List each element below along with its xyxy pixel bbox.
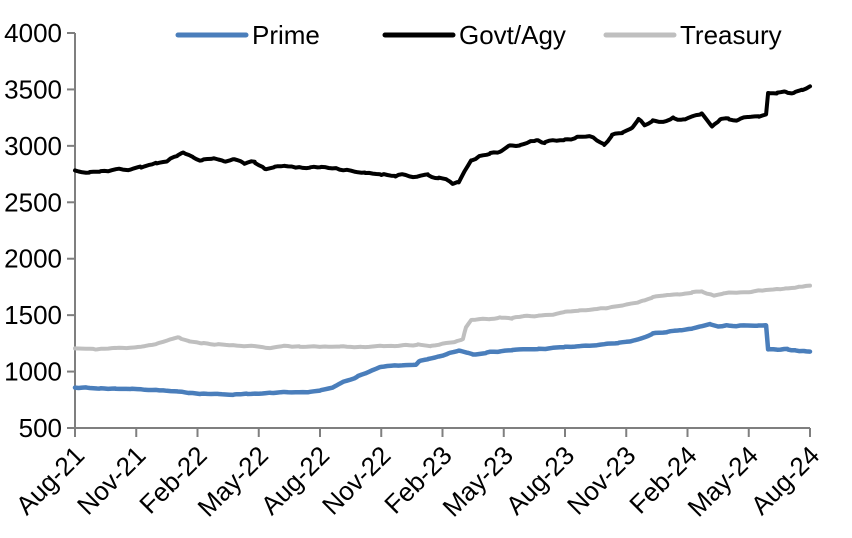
legend-label-govt-agy: Govt/Agy [459, 20, 566, 50]
series-line-prime [72, 321, 813, 398]
legend-item-treasury: Treasury [603, 20, 782, 50]
x-tick-label-aug-21: Aug-21 [10, 440, 90, 520]
x-tick-label-aug-23: Aug-23 [500, 440, 580, 520]
y-tick-label-1500: 1500 [4, 300, 62, 330]
legend-label-prime: Prime [252, 20, 320, 50]
series-line-treasury [73, 283, 812, 352]
legend-item-prime: Prime [175, 20, 320, 50]
x-tick-label-nov-22: Nov-22 [316, 440, 396, 520]
x-tick-label-nov-21: Nov-21 [71, 440, 151, 520]
y-tick-label-2000: 2000 [4, 244, 62, 274]
x-tick-label-aug-22: Aug-22 [255, 440, 335, 520]
legend-item-govt-agy: Govt/Agy [382, 20, 566, 50]
y-tick-label-3500: 3500 [4, 74, 62, 104]
y-tick-label-1000: 1000 [4, 357, 62, 387]
x-tick-label-aug-24: Aug-24 [745, 440, 825, 520]
y-tick-label-2500: 2500 [4, 187, 62, 217]
legend-label-treasury: Treasury [680, 20, 782, 50]
x-tick-label-nov-23: Nov-23 [561, 440, 641, 520]
series-line-govt-agy [73, 84, 812, 186]
y-tick-label-500: 500 [19, 413, 62, 443]
y-tick-label-4000: 4000 [4, 18, 62, 48]
y-tick-label-3000: 3000 [4, 131, 62, 161]
